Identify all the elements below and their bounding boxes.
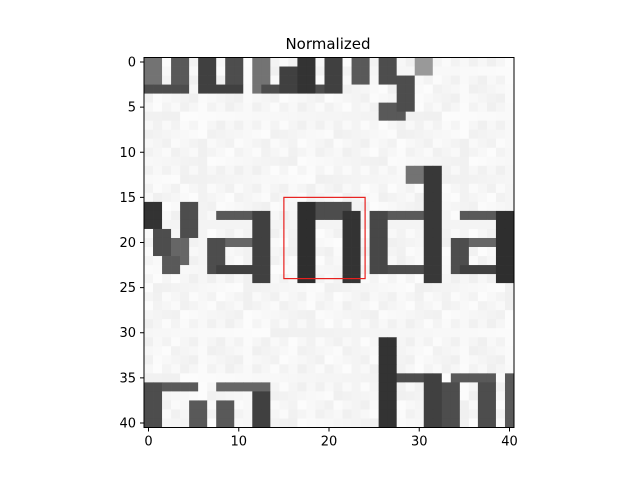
x-axis: 0 10 20 30 40 <box>144 427 518 450</box>
x-tick-label: 0 <box>144 435 152 450</box>
highlight-rectangle <box>283 196 366 280</box>
y-tick-label: 15 <box>119 191 136 206</box>
y-axis: 0 5 10 15 20 25 30 35 40 <box>119 56 144 431</box>
y-tick-label: 25 <box>119 281 136 296</box>
heatmap-image <box>144 57 515 428</box>
x-tick-label: 20 <box>321 435 338 450</box>
y-tick-label: 5 <box>128 101 136 116</box>
annotations <box>283 196 366 280</box>
y-tick-label: 20 <box>119 236 136 251</box>
y-tick-label: 10 <box>119 146 136 161</box>
x-tick-label: 40 <box>501 435 518 450</box>
y-tick-label: 30 <box>119 326 136 341</box>
y-tick-label: 40 <box>119 416 136 431</box>
y-tick-label: 0 <box>128 56 136 71</box>
y-tick-label: 35 <box>119 371 136 386</box>
x-tick-label: 10 <box>230 435 247 450</box>
chart-title: Normalized <box>285 35 370 53</box>
x-tick-label: 30 <box>411 435 428 450</box>
